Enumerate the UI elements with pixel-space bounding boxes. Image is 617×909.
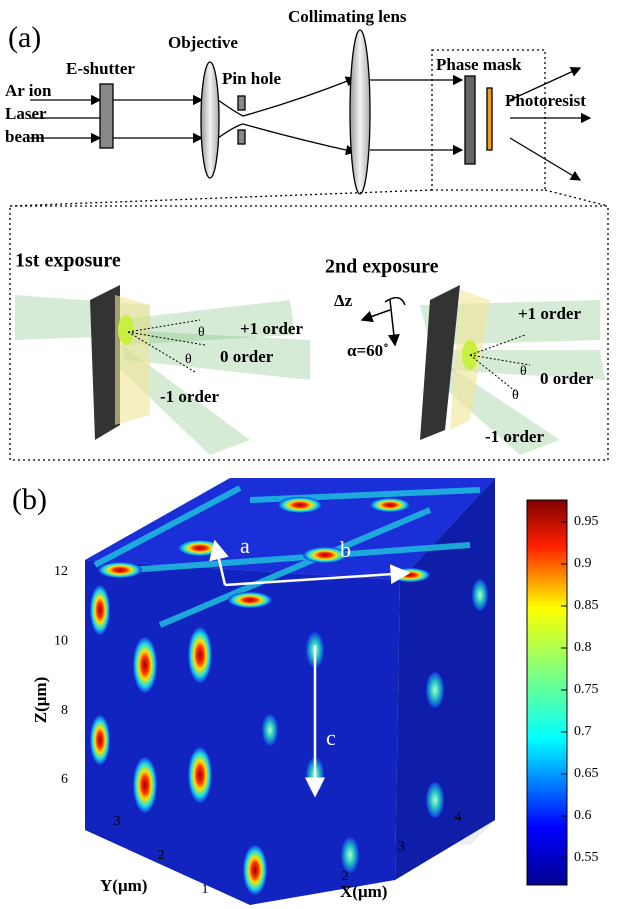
tick-label: 0.8 [574, 640, 592, 655]
angle-label: θ [520, 364, 527, 379]
exposure-title: 2nd exposure [325, 256, 439, 278]
tick-label: 12 [54, 564, 68, 579]
angle-label: θ [198, 325, 205, 340]
tick-label: 3 [398, 840, 405, 855]
axis-label: Y(μm) [100, 876, 147, 895]
component-label: Pin hole [222, 69, 281, 88]
laser-label: Laser [5, 104, 47, 123]
laser-label: beam [5, 127, 45, 146]
order-label: 0 order [220, 347, 274, 366]
exposure-title: 1st exposure [15, 250, 121, 272]
order-label: +1 order [518, 304, 581, 323]
tick-label: 1 [202, 882, 209, 897]
rotation-label: α=60˚ [347, 341, 389, 360]
tick-label: 0.85 [574, 598, 599, 613]
vector-label: c [326, 725, 336, 750]
tick-label: 2 [158, 848, 165, 863]
colorbar [527, 500, 567, 885]
component-label: E-shutter [66, 59, 135, 78]
exposure-1-illustration [15, 285, 310, 455]
tick-label: 0.9 [574, 556, 592, 571]
tick-label: 0.7 [574, 724, 592, 739]
component-label: Collimating lens [288, 7, 407, 26]
tick-label: 4 [455, 810, 462, 825]
order-label: 0 order [540, 369, 594, 388]
component-label: Phase mask [436, 55, 522, 74]
tick-label: 0.75 [574, 682, 599, 697]
angle-label: θ [185, 352, 192, 367]
figure: (a) Ar ion Laser beam E-shutter Objectiv… [0, 0, 617, 909]
panel-label: (b) [12, 483, 47, 516]
order-label: -1 order [160, 387, 219, 406]
tick-label: 8 [61, 703, 68, 718]
component-label: Objective [168, 33, 238, 52]
tick-label: 0.55 [574, 850, 599, 865]
tick-label: 3 [114, 814, 121, 829]
component-label: Photoresist [505, 91, 586, 110]
vector-label: a [240, 533, 250, 558]
tick-label: 0.6 [574, 808, 592, 823]
panel-label: (a) [8, 21, 41, 54]
axis-label: X(μm) [340, 882, 387, 901]
tick-label: 6 [61, 772, 68, 787]
order-label: -1 order [485, 427, 544, 446]
axis-label: Z(μm) [31, 677, 50, 723]
tick-label: 10 [54, 633, 68, 648]
order-label: +1 order [240, 319, 303, 338]
tick-label: 2 [342, 869, 349, 884]
laser-label: Ar ion [5, 81, 52, 100]
angle-label: θ [512, 388, 519, 403]
volume-render [85, 478, 567, 905]
translation-label: Δz [334, 291, 353, 310]
vector-label: b [340, 537, 351, 562]
tick-label: 0.65 [574, 766, 599, 781]
tick-label: 0.95 [574, 514, 599, 529]
